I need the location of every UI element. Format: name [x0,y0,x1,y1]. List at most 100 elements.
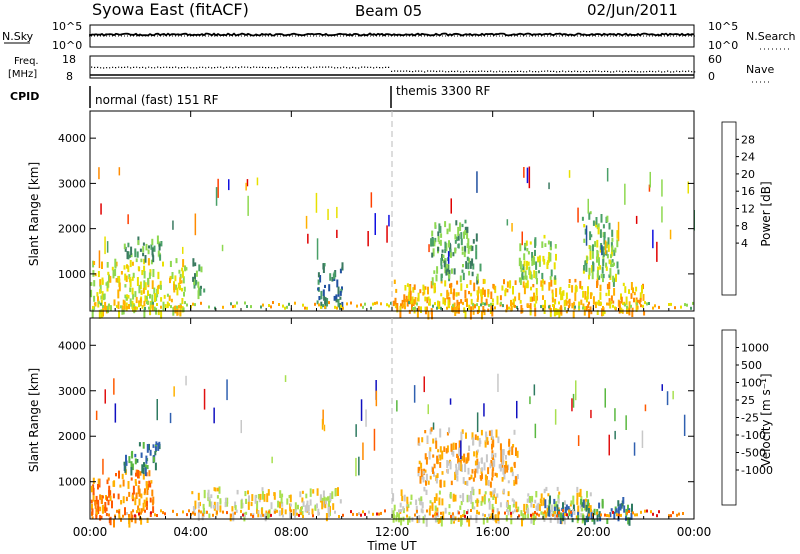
echo-cell [436,266,439,274]
echo-cell [566,513,568,517]
echo-cell [312,514,314,518]
echo-cell [577,515,580,521]
echo-cell [412,307,414,310]
echo-cell [316,488,319,496]
echo-cell [100,515,103,520]
echo-cell [461,429,464,434]
echo-cell [203,489,206,499]
echo-cell [334,488,337,497]
echo-cell [633,297,635,303]
echo-cell [146,500,148,507]
echo-cell [524,514,527,519]
echo-cell [468,518,471,527]
echo-cell [612,275,615,283]
echo-cell [625,516,627,521]
echo-cell [470,245,473,252]
echo-cell [497,512,500,521]
velocity-colorbar-tick-label: -100 [741,429,766,442]
echo-cell [597,266,600,271]
echo-cell [468,304,471,310]
echo-cell [620,513,622,517]
echo-cell [92,477,95,484]
echo-cell [580,512,583,518]
echo-cell [565,292,568,300]
echo-cell [441,249,444,253]
echo-cell [472,477,475,482]
echo-cell [186,303,188,307]
echo-cell [441,450,444,460]
echo-streak [656,241,658,262]
echo-cell [157,284,160,289]
echo-cell [457,455,460,464]
echo-cell [628,517,631,526]
echo-cell [414,306,416,310]
echo-cell [464,310,467,319]
echo-cell [555,288,558,297]
echo-cell [472,263,475,270]
echo-cell [583,224,586,228]
echo-cell [493,493,496,498]
echo-cell [593,518,596,525]
echo-cell [364,302,366,306]
echo-cell [684,303,686,307]
echo-streak [476,412,479,433]
echo-cell [421,437,424,443]
echo-cell [596,509,599,514]
echo-cell [507,451,510,455]
echo-cell [558,491,561,495]
echo-cell [440,306,442,310]
echo-cell [392,300,395,307]
echo-cell [590,234,593,238]
echo-cell [170,298,173,303]
echo-cell [125,460,128,466]
echo-cell [553,308,556,317]
echo-cell [208,513,211,518]
echo-cell [553,276,556,285]
echo-cell [183,291,185,297]
echo-cell [482,513,484,517]
echo-cell [151,280,154,289]
echo-cell [529,241,532,245]
echo-cell [519,277,522,285]
echo-cell [137,240,140,246]
echo-cell [515,476,517,484]
echo-cell [534,249,536,256]
echo-cell [588,502,590,511]
echo-cell [454,471,457,480]
echo-cell [183,286,186,292]
echo-cell [461,269,464,273]
echo-cell [123,243,126,250]
echo-cell [586,490,588,498]
echo-cell [126,306,128,309]
echo-cell [488,498,491,503]
echo-cell [538,513,540,517]
echo-cell [518,257,521,267]
echo-cell [210,494,213,499]
echo-cell [541,241,544,248]
echo-cell [207,489,210,498]
echo-cell [137,266,140,271]
echo-cell [481,473,483,480]
echo-cell [529,303,532,309]
echo-cell [486,437,489,442]
echo-cell [341,301,344,308]
echo-cell [119,484,122,488]
echo-cell [559,512,562,518]
echo-cell [464,219,467,224]
echo-cell [544,300,546,307]
echo-cell [143,265,146,272]
echo-cell [465,432,467,439]
echo-cell [483,496,486,505]
echo-cell [588,513,590,517]
echo-cell [514,304,516,308]
echo-cell [608,298,611,304]
echo-cell [179,273,182,279]
echo-cell [428,298,431,306]
echo-cell [139,281,142,290]
echo-cell [532,512,534,516]
echo-cell [294,509,297,515]
echo-cell [358,512,360,516]
echo-cell [464,289,467,299]
echo-cell [150,511,152,515]
echo-cell [476,276,479,285]
